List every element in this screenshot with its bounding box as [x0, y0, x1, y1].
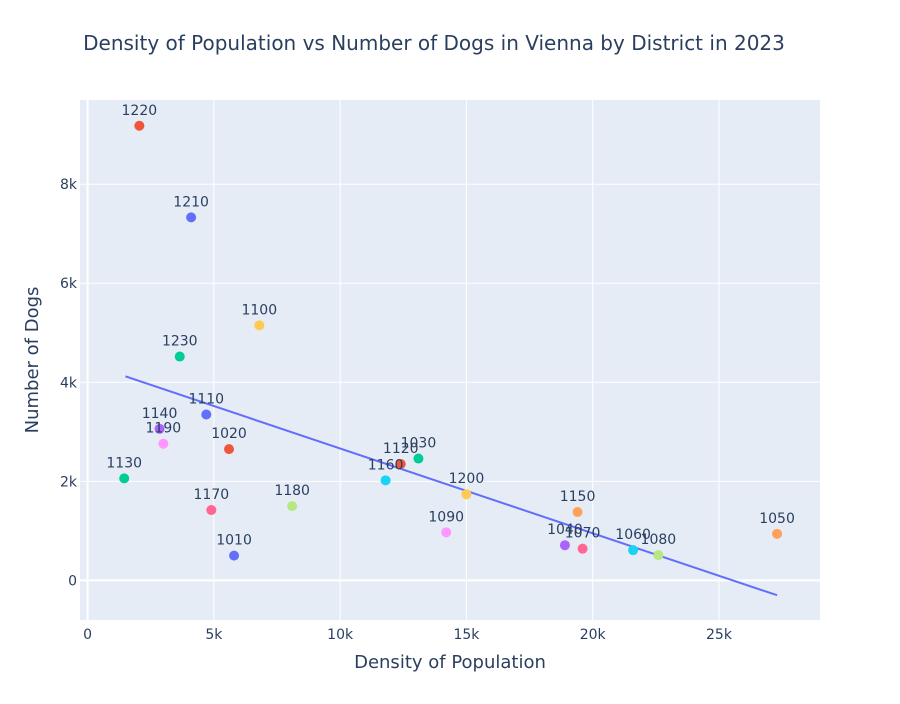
x-tick-label: 0	[83, 627, 92, 643]
x-tick-label: 25k	[706, 627, 733, 643]
data-point-1110[interactable]	[201, 409, 212, 420]
data-point-1170[interactable]	[206, 505, 217, 516]
tick-labels-layer: 0 5k 10k 15k 20k 25k 0 2k 4k 6k 8k	[60, 177, 733, 643]
chart-title: Density of Population vs Number of Dogs …	[83, 31, 785, 55]
plot-background	[80, 100, 820, 620]
y-tick-label: 0	[68, 573, 77, 589]
x-tick-label: 10k	[327, 627, 354, 643]
data-point-1130[interactable]	[119, 473, 130, 484]
trendline	[125, 375, 778, 597]
data-point-1070[interactable]	[577, 543, 588, 554]
data-label-1070: 1070	[565, 526, 601, 542]
data-point-1190[interactable]	[158, 438, 169, 449]
data-label-1060: 1060	[615, 527, 651, 543]
data-label-1150: 1150	[560, 489, 596, 505]
y-axis-title: Number of Dogs	[22, 287, 43, 434]
data-label-1120: 1120	[383, 441, 419, 457]
data-point-1160[interactable]	[380, 475, 391, 486]
data-point-1090[interactable]	[441, 527, 452, 538]
data-label-1010: 1010	[216, 533, 252, 549]
data-label-1160: 1160	[368, 457, 404, 473]
data-point-1030[interactable]	[413, 453, 424, 464]
data-label-1190: 1190	[146, 421, 182, 437]
data-point-1120[interactable]	[395, 459, 406, 469]
point-labels-layer: 1010 1020 1030 1040 1050 1060 1070 1080 1090 1100…	[106, 103, 795, 549]
data-point-1050[interactable]	[772, 528, 783, 539]
data-point-1140[interactable]	[154, 423, 165, 434]
x-axis-title: Density of Population	[354, 652, 546, 673]
data-point-1150[interactable]	[572, 507, 583, 518]
data-point-1200[interactable]	[461, 489, 472, 500]
data-label-1170: 1170	[194, 487, 230, 503]
data-label-1130: 1130	[106, 455, 142, 471]
data-label-1050: 1050	[759, 511, 795, 527]
data-label-1110: 1110	[188, 391, 224, 407]
data-point-1100[interactable]	[254, 320, 265, 331]
data-point-1080[interactable]	[653, 550, 664, 561]
data-label-1220: 1220	[122, 103, 158, 119]
x-tick-label: 5k	[205, 627, 223, 643]
data-point-1180[interactable]	[287, 501, 298, 512]
data-label-1080: 1080	[641, 532, 677, 548]
data-label-1200: 1200	[449, 471, 485, 487]
data-point-1020[interactable]	[224, 444, 235, 455]
y-tick-label: 8k	[60, 177, 78, 193]
data-label-1100: 1100	[241, 302, 277, 318]
data-label-1140: 1140	[142, 406, 178, 422]
y-tick-label: 4k	[60, 375, 78, 391]
points-layer	[119, 120, 783, 561]
data-point-1210[interactable]	[186, 212, 197, 223]
y-tick-label: 2k	[60, 474, 78, 490]
data-label-1020: 1020	[211, 426, 247, 442]
data-point-1220[interactable]	[134, 120, 145, 131]
x-tick-label: 15k	[453, 627, 480, 643]
y-tick-label: 6k	[60, 276, 78, 292]
x-tick-label: 20k	[580, 627, 607, 643]
data-label-1180: 1180	[274, 483, 310, 499]
data-label-1210: 1210	[173, 194, 209, 210]
data-point-1230[interactable]	[174, 351, 185, 362]
data-point-1040[interactable]	[559, 540, 570, 551]
grid-layer	[80, 100, 820, 620]
data-point-1060[interactable]	[628, 545, 639, 556]
data-point-1010[interactable]	[229, 550, 240, 561]
trendline-layer	[125, 375, 778, 597]
data-label-1030: 1030	[401, 436, 437, 452]
data-label-1040: 1040	[547, 522, 583, 538]
data-label-1090: 1090	[428, 509, 464, 525]
data-label-1230: 1230	[162, 334, 198, 350]
